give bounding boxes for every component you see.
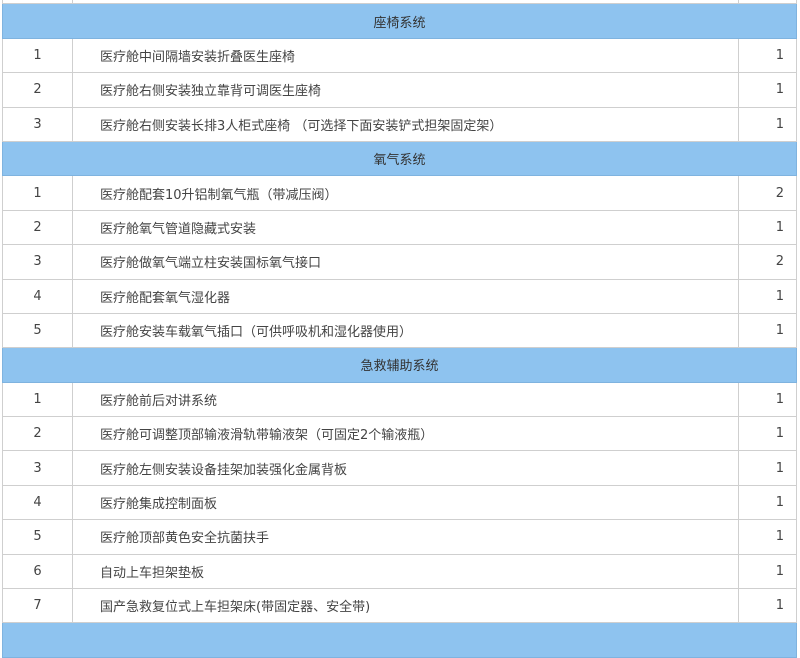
row-number: 1 — [2, 175, 73, 211]
table-row: 7 国产急救复位式上车担架床(带固定器、安全带) 1 — [2, 588, 797, 624]
item-quantity: 2 — [738, 175, 797, 211]
row-number: 3 — [2, 450, 73, 486]
item-quantity: 1 — [738, 209, 797, 246]
item-description: 医疗舱右侧安装长排3人柜式座椅 （可选择下面安装铲式担架固定架） — [72, 106, 739, 142]
item-quantity: 2 — [738, 244, 797, 280]
row-number: 2 — [2, 416, 73, 452]
item-description: 医疗舱配套10升铝制氧气瓶（带减压阀） — [72, 175, 739, 211]
item-description: 医疗舱做氧气端立柱安装国标氧气接口 — [72, 244, 739, 280]
row-number: 7 — [2, 588, 73, 624]
item-quantity: 1 — [738, 553, 797, 590]
table-row: 4 医疗舱集成控制面板 1 — [2, 484, 797, 521]
item-quantity: 1 — [738, 588, 797, 624]
section-header: 急救辅助系统 — [2, 347, 797, 383]
item-quantity: 1 — [738, 72, 797, 108]
table-row: 1 医疗舱中间隔墙安装折叠医生座椅 1 — [2, 37, 797, 74]
table-row: 3 医疗舱左侧安装设备挂架加装强化金属背板 1 — [2, 450, 797, 486]
item-quantity: 1 — [738, 450, 797, 486]
section-title: 座椅系统 — [2, 3, 797, 39]
row-number: 5 — [2, 519, 73, 555]
item-quantity: 1 — [738, 484, 797, 521]
row-number: 6 — [2, 553, 73, 590]
table-row: 5 医疗舱顶部黄色安全抗菌扶手 1 — [2, 519, 797, 555]
section-header: 氧气系统 — [2, 140, 797, 177]
item-quantity: 1 — [738, 278, 797, 314]
item-quantity: 1 — [738, 381, 797, 418]
item-description: 医疗舱配套氧气湿化器 — [72, 278, 739, 314]
item-description: 医疗舱前后对讲系统 — [72, 381, 739, 418]
item-description: 医疗舱右侧安装独立靠背可调医生座椅 — [72, 72, 739, 108]
row-number: 4 — [2, 278, 73, 314]
row-number: 1 — [2, 381, 73, 418]
item-description: 自动上车担架垫板 — [72, 553, 739, 590]
item-description: 医疗舱可调整顶部输液滑轨带输液架（可固定2个输液瓶） — [72, 416, 739, 452]
table-row: 1 医疗舱配套10升铝制氧气瓶（带减压阀） 2 — [2, 175, 797, 211]
row-number: 2 — [2, 72, 73, 108]
section-header-partial — [2, 622, 797, 658]
row-number: 3 — [2, 244, 73, 280]
item-description: 医疗舱安装车载氧气插口（可供呼吸机和湿化器使用） — [72, 312, 739, 349]
table-row: 3 医疗舱右侧安装长排3人柜式座椅 （可选择下面安装铲式担架固定架） 1 — [2, 106, 797, 142]
table-row: 1 医疗舱前后对讲系统 1 — [2, 381, 797, 418]
item-quantity: 1 — [738, 37, 797, 74]
row-number: 5 — [2, 312, 73, 349]
section-title: 急救辅助系统 — [2, 347, 797, 383]
table-row: 4 医疗舱配套氧气湿化器 1 — [2, 278, 797, 314]
table-row: 2 医疗舱右侧安装独立靠背可调医生座椅 1 — [2, 72, 797, 108]
item-description: 医疗舱氧气管道隐藏式安装 — [72, 209, 739, 246]
table-row: 5 医疗舱安装车载氧气插口（可供呼吸机和湿化器使用） 1 — [2, 312, 797, 349]
item-description: 医疗舱顶部黄色安全抗菌扶手 — [72, 519, 739, 555]
item-quantity: 1 — [738, 416, 797, 452]
item-quantity: 1 — [738, 106, 797, 142]
section-header: 座椅系统 — [2, 3, 797, 39]
row-number: 2 — [2, 209, 73, 246]
row-number: 4 — [2, 484, 73, 521]
item-description: 国产急救复位式上车担架床(带固定器、安全带) — [72, 588, 739, 624]
item-quantity: 1 — [738, 519, 797, 555]
table-row: 2 医疗舱可调整顶部输液滑轨带输液架（可固定2个输液瓶） 1 — [2, 416, 797, 452]
table-row: 6 自动上车担架垫板 1 — [2, 553, 797, 590]
table-row: 3 医疗舱做氧气端立柱安装国标氧气接口 2 — [2, 244, 797, 280]
item-quantity: 1 — [738, 312, 797, 349]
table-row: 2 医疗舱氧气管道隐藏式安装 1 — [2, 209, 797, 246]
item-description: 医疗舱集成控制面板 — [72, 484, 739, 521]
section-title: 氧气系统 — [2, 140, 797, 177]
item-description: 医疗舱左侧安装设备挂架加装强化金属背板 — [72, 450, 739, 486]
item-description: 医疗舱中间隔墙安装折叠医生座椅 — [72, 37, 739, 74]
row-number: 3 — [2, 106, 73, 142]
row-number: 1 — [2, 37, 73, 74]
